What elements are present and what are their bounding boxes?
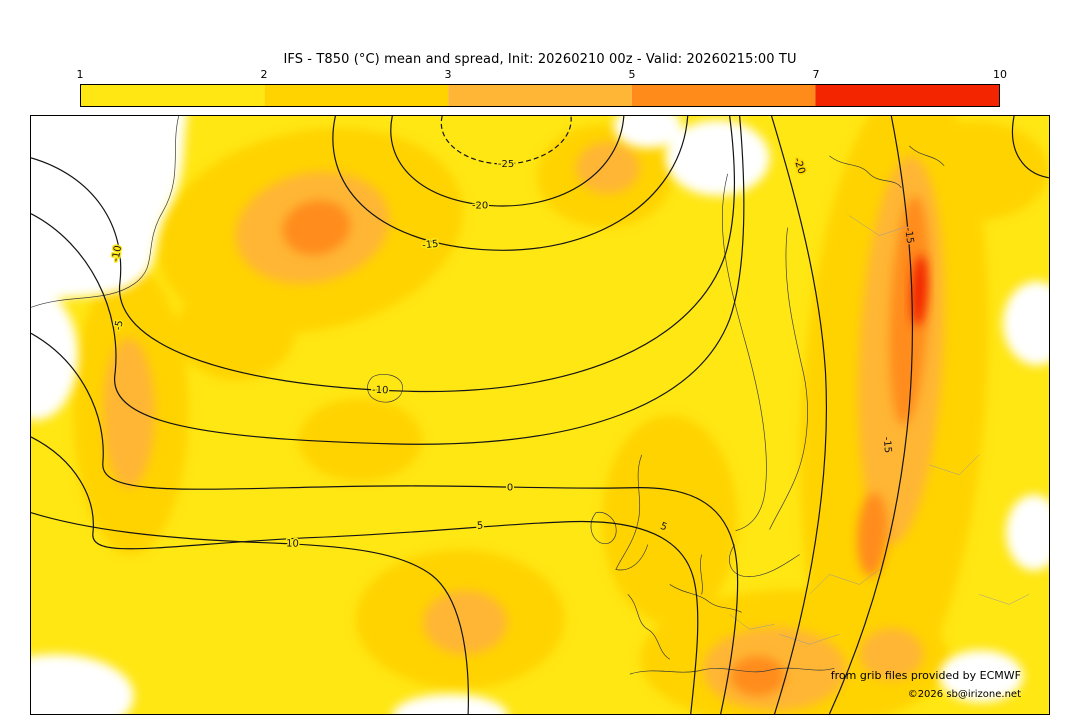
no-data-region	[939, 650, 1024, 703]
spread-region	[102, 338, 155, 488]
colorbar-ticks: 1 2 3 5 7 10	[76, 68, 1008, 84]
contour-label: -10	[372, 385, 389, 397]
temperature-contour	[390, 116, 625, 207]
coastline	[367, 374, 403, 403]
contour-label: -5	[113, 319, 126, 331]
chart-title: IFS - T850 (°C) mean and spread, Init: 2…	[283, 52, 797, 67]
no-data-region	[613, 116, 682, 148]
colorbar-segment	[264, 85, 449, 106]
spread-level5-regions	[911, 254, 928, 327]
colorbar-tick: 10	[993, 68, 1007, 81]
temperature-contour	[828, 116, 913, 714]
spread-region	[859, 628, 924, 681]
political-border	[979, 594, 1030, 605]
spread-region	[282, 200, 351, 255]
temperature-contour	[31, 436, 699, 714]
spread-region	[601, 415, 738, 625]
spread-region	[911, 254, 928, 327]
contour-labels: -25 -20 -15 -10 -10 -5 0 5 5 10 -20 -15 …	[109, 155, 917, 551]
coastline	[31, 116, 180, 308]
political-border	[849, 215, 910, 236]
contour-label: 10	[286, 538, 299, 549]
attribution: from grib files provided by ECMWF ©2026 …	[831, 666, 1021, 704]
contour-label: 0	[507, 483, 513, 494]
colorbar-tick: 5	[628, 68, 636, 81]
colorbar-tick: 3	[444, 68, 452, 81]
coastline	[615, 454, 649, 571]
spread-region	[175, 280, 296, 381]
contour-label: -15	[881, 436, 893, 453]
colorbar-tick: 7	[812, 68, 820, 81]
coastlines	[31, 116, 945, 675]
coastline	[629, 667, 835, 675]
attribution-copyright: ©2026 sb@irizone.net	[907, 689, 1021, 700]
colorbar-segment	[631, 85, 816, 106]
spread-region	[889, 195, 930, 425]
colorbar-gradient	[81, 85, 999, 106]
colorbar-segment	[81, 85, 265, 106]
coastline	[829, 155, 902, 188]
coastline	[590, 511, 617, 544]
temperature-contour	[332, 116, 689, 251]
colorbar: 1 2 3 5 7 10	[76, 68, 1008, 107]
temperature-contour	[31, 116, 745, 445]
contour-label: -15	[902, 227, 915, 245]
no-data-region	[665, 119, 770, 196]
spread-level2-regions	[72, 116, 1049, 714]
political-border	[779, 634, 840, 645]
contour-label: -15	[422, 239, 439, 252]
temperature-contours	[31, 116, 1049, 714]
spread-region	[857, 492, 888, 577]
colorbar-tick: 1	[76, 68, 84, 81]
colorbar-segment	[815, 85, 999, 106]
coastline	[721, 173, 767, 531]
no-data-region	[31, 654, 134, 714]
contour-label: 5	[477, 520, 484, 531]
no-data-region	[31, 116, 187, 303]
colorbar-segment	[448, 85, 632, 106]
coastline	[769, 227, 808, 530]
coastline	[729, 544, 800, 577]
no-data-region	[392, 694, 508, 714]
temperature-contour	[31, 512, 469, 714]
political-border	[929, 454, 980, 476]
spread-region	[298, 398, 423, 482]
contour-label: -20	[472, 201, 488, 212]
no-data-region	[31, 290, 78, 420]
coastline	[909, 145, 945, 167]
map-canvas: -25 -20 -15 -10 -10 -5 0 5 5 10 -20 -15 …	[31, 116, 1049, 714]
spread-region	[423, 590, 508, 655]
no-data-region	[1006, 494, 1049, 571]
colorbar-tick: 2	[260, 68, 268, 81]
map-panel: -25 -20 -15 -10 -10 -5 0 5 5 10 -20 -15 …	[30, 115, 1050, 715]
attribution-source: from grib files provided by ECMWF	[830, 669, 1021, 683]
coastline	[700, 554, 703, 595]
spread-level4-regions	[282, 195, 930, 697]
coastline	[627, 594, 670, 660]
colorbar-scale	[80, 84, 1000, 107]
spread-region	[730, 656, 785, 697]
temperature-contour	[770, 116, 828, 714]
spread-region	[575, 141, 640, 194]
temperature-contour	[31, 332, 739, 714]
no-data-region	[1003, 281, 1049, 366]
temperature-contour	[1012, 116, 1049, 179]
contour-label: -10	[110, 245, 124, 263]
coastline	[669, 584, 742, 613]
temperature-contour	[31, 116, 735, 393]
contour-label: -25	[498, 159, 514, 170]
political-border	[809, 569, 880, 595]
spread-region	[899, 120, 1049, 221]
